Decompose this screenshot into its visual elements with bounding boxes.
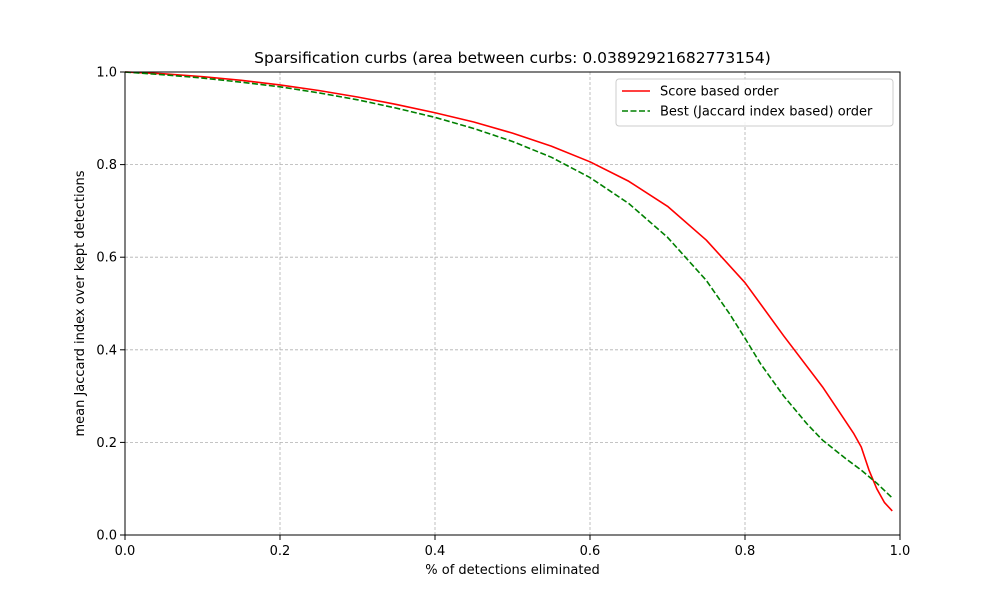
y-tick-label: 0.2 (96, 436, 117, 451)
ticks: 0.0 0.2 0.4 0.6 0.8 1.0 0.0 0.2 0.4 0.6 0.8 1.0 (96, 66, 910, 560)
y-axis-label: mean Jaccard index over kept detections (73, 170, 88, 436)
legend-label-2: Best (Jaccard index based) order (660, 105, 873, 120)
legend-label-1: Score based order (660, 85, 779, 100)
y-tick-label: 0.4 (96, 343, 117, 358)
x-tick-label: 0.4 (425, 544, 446, 559)
series-line-1 (124, 71, 893, 512)
plot-frame (124, 71, 901, 536)
series-layer (124, 71, 893, 512)
x-tick-label: 0.2 (270, 544, 291, 559)
y-tick-label: 0.6 (96, 251, 117, 266)
y-tick-label: 0.0 (96, 529, 117, 544)
x-tick-label: 0.0 (115, 544, 136, 559)
x-axis-label: % of detections eliminated (425, 563, 600, 578)
y-tick-label: 1.0 (96, 66, 117, 81)
x-tick-label: 1.0 (890, 544, 911, 559)
y-tick-label: 0.8 (96, 158, 117, 173)
legend-box (615, 78, 894, 127)
chart-title: Sparsification curbs (area between curbs… (254, 49, 771, 67)
legend: Score based order Best (Jaccard index bas… (615, 78, 894, 127)
x-tick-label: 0.8 (735, 544, 756, 559)
series-line-2 (124, 71, 893, 499)
x-tick-label: 0.6 (580, 544, 601, 559)
